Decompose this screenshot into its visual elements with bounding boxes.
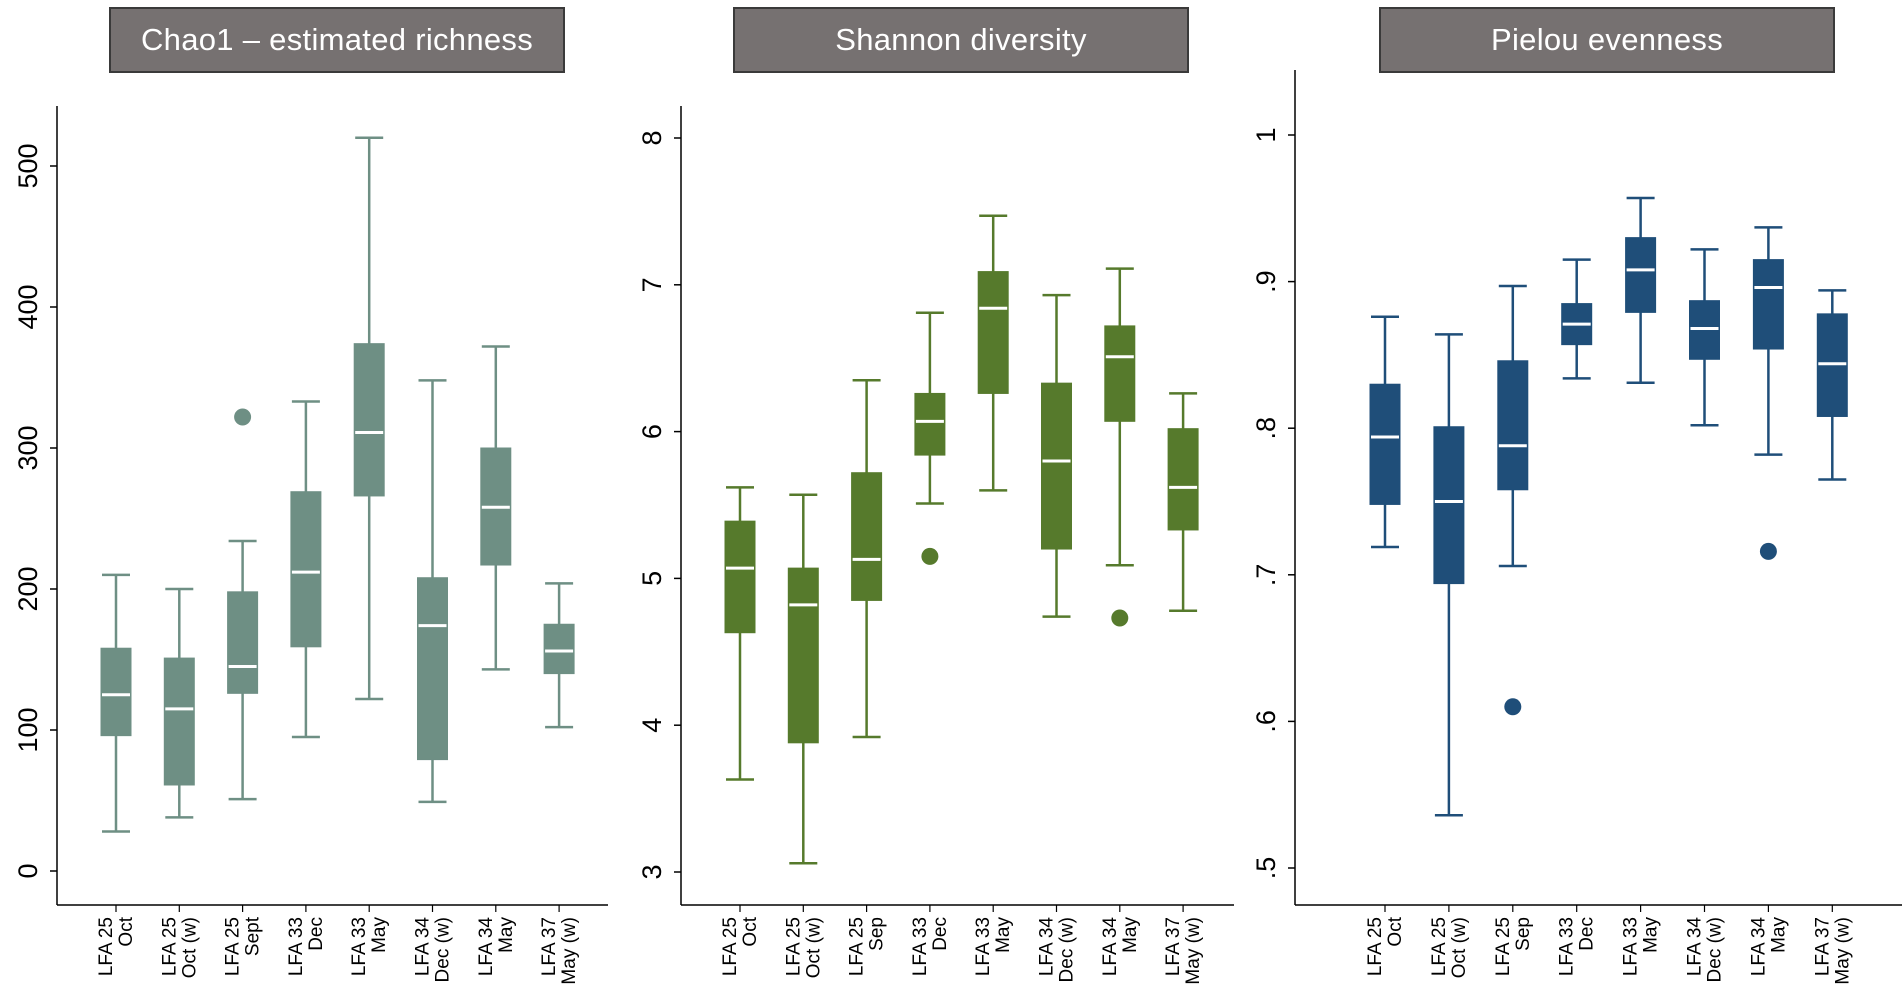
shannon-category-label: LFA 25: [720, 917, 741, 976]
shannon-box: [914, 392, 946, 456]
chao1-category-label: LFA 33: [349, 917, 370, 976]
shannon-box: [1167, 428, 1199, 531]
pielou-category-label: LFA 33: [1557, 917, 1578, 976]
shannon-y-tick-label: 8: [637, 130, 667, 145]
chao1-y-tick-label: 200: [13, 566, 43, 611]
chao1-category-label: Sept: [243, 916, 264, 956]
chao1-y-tick-label: 0: [13, 863, 43, 878]
chao1-category-label: May: [369, 917, 390, 953]
shannon-title: Shannon diversity: [733, 7, 1189, 73]
pielou-category-label: May (w): [1832, 917, 1853, 985]
pielou-category-label: Oct: [1385, 916, 1406, 946]
shannon-outlier: [921, 547, 939, 565]
shannon-box: [977, 271, 1009, 394]
pielou-title: Pielou evenness: [1379, 7, 1835, 73]
pielou-category-label: LFA 33: [1621, 917, 1642, 976]
shannon-box: [1041, 382, 1072, 550]
pielou-y-tick-label: .5: [1251, 857, 1281, 880]
shannon-category-label: Dec (w): [1057, 917, 1078, 982]
shannon-category-label: LFA 37: [1163, 917, 1184, 976]
shannon-y-tick-label: 7: [637, 277, 667, 292]
chao1-box: [417, 577, 448, 761]
chao1-category-label: Dec (w): [433, 917, 454, 982]
pielou-category-label: LFA 34: [1685, 917, 1706, 977]
pielou-category-label: LFA 25: [1429, 917, 1450, 976]
pielou-box: [1752, 259, 1784, 350]
chao1-category-label: Oct (w): [179, 917, 200, 978]
shannon-y-tick-label: 4: [637, 718, 667, 733]
chao1-box: [100, 647, 132, 737]
shannon-box: [1104, 325, 1136, 422]
chao1-category-label: LFA 34: [476, 917, 497, 977]
chao1-box: [543, 623, 575, 675]
shannon-category-label: LFA 33: [973, 917, 994, 976]
chao1-box: [227, 591, 259, 694]
chao1-category-label: LFA 33: [286, 917, 307, 976]
pielou-outlier: [1504, 698, 1522, 716]
pielou-category-label: LFA 37: [1812, 917, 1833, 976]
shannon-category-label: LFA 34: [1037, 917, 1058, 977]
chao1-category-label: LFA 25: [96, 917, 117, 976]
chao1-y-tick-label: 300: [13, 425, 43, 470]
chao1-box: [353, 343, 385, 497]
chao1-category-label: LFA 25: [223, 917, 244, 976]
pielou-category-label: LFA 25: [1365, 917, 1386, 976]
chao1-outlier: [234, 408, 252, 426]
shannon-category-label: LFA 34: [1100, 917, 1121, 977]
shannon-box: [787, 567, 819, 744]
pielou-box: [1497, 360, 1529, 491]
chao1-y-tick-label: 500: [13, 143, 43, 188]
shannon-category-label: May (w): [1183, 917, 1204, 985]
shannon-y-tick-label: 5: [637, 571, 667, 586]
chao1-box: [290, 491, 322, 648]
chao1-y-tick-label: 100: [13, 707, 43, 752]
pielou-category-label: Oct (w): [1449, 917, 1470, 978]
pielou-y-tick-label: .8: [1251, 417, 1281, 440]
pielou-category-label: LFA 34: [1748, 917, 1769, 977]
chao1-category-label: LFA 34: [413, 917, 434, 977]
chao1-category-label: May: [496, 917, 517, 953]
pielou-category-label: May: [1641, 917, 1662, 953]
chao1-category-label: May (w): [559, 917, 580, 985]
chao1-category-label: Dec: [306, 917, 327, 951]
chao1-category-label: Oct: [116, 916, 137, 946]
shannon-category-label: Sep: [867, 917, 888, 951]
shannon-category-label: LFA 25: [783, 917, 804, 976]
shannon-category-label: May: [993, 917, 1014, 953]
chao1-box: [163, 657, 195, 786]
pielou-box: [1433, 426, 1465, 585]
shannon-category-label: Oct (w): [803, 917, 824, 978]
pielou-category-label: Sep: [1513, 917, 1534, 951]
chao1-title: Chao1 – estimated richness: [109, 7, 565, 73]
pielou-category-label: LFA 25: [1493, 917, 1514, 976]
pielou-outlier: [1759, 542, 1777, 560]
shannon-category-label: Oct: [740, 916, 761, 946]
chao1-y-tick-label: 400: [13, 284, 43, 329]
pielou-y-tick-label: .6: [1251, 710, 1281, 733]
pielou-category-label: Dec (w): [1705, 917, 1726, 982]
pielou-category-label: Dec: [1577, 917, 1598, 951]
shannon-category-label: May: [1120, 917, 1141, 953]
shannon-category-label: LFA 25: [847, 917, 868, 976]
shannon-category-label: Dec: [930, 917, 951, 951]
shannon-y-tick-label: 6: [637, 424, 667, 439]
pielou-box: [1625, 237, 1657, 313]
chao1-category-label: LFA 37: [539, 917, 560, 976]
chao1-category-label: LFA 25: [159, 917, 180, 976]
shannon-outlier: [1111, 609, 1129, 627]
shannon-box: [851, 472, 883, 601]
pielou-y-tick-label: .9: [1251, 270, 1281, 293]
shannon-y-tick-label: 3: [637, 864, 667, 879]
pielou-box: [1369, 383, 1401, 505]
shannon-box: [724, 520, 756, 634]
pielou-y-tick-label: 1: [1251, 127, 1281, 142]
pielou-y-tick-label: .7: [1251, 564, 1281, 587]
shannon-category-label: LFA 33: [910, 917, 931, 976]
pielou-category-label: May: [1768, 917, 1789, 953]
